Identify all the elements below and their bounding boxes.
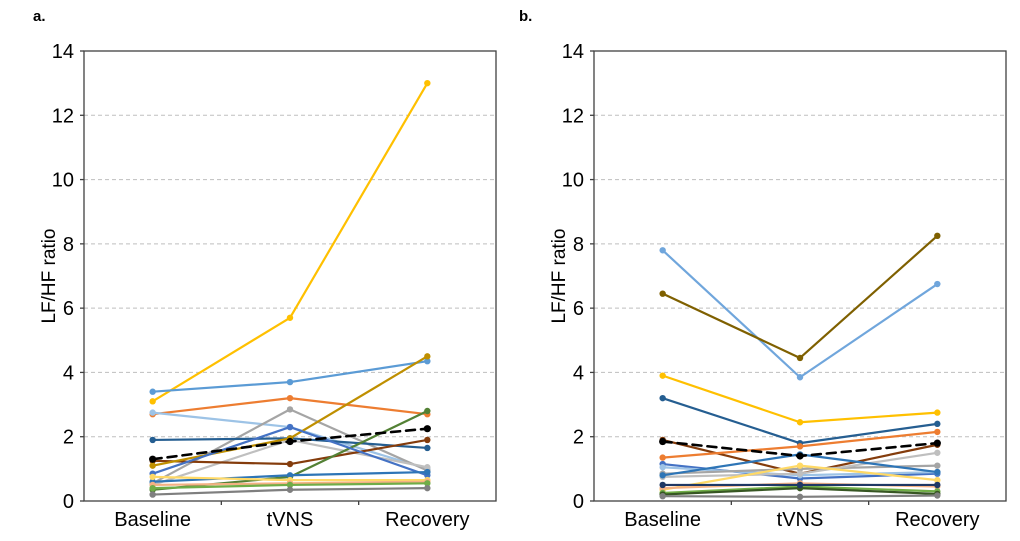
series-line-participant-1 [151,82,429,403]
data-point-participant-1 [286,314,294,321]
data-point-participant-12 [934,476,941,484]
panel-b-label: b. [519,8,533,25]
data-point-mean [149,455,157,463]
data-point-participant-16 [424,484,431,492]
data-point-participant-10 [934,449,941,456]
x-category-label: Recovery [895,509,979,531]
data-point-mean [933,439,941,447]
data-point-participant-4 [659,394,666,402]
data-point-participant-4 [934,420,941,428]
data-point-participant-6 [934,428,941,436]
data-point-participant-12 [796,462,804,469]
data-point-mean [659,437,667,446]
data-point-participant-5 [286,406,294,413]
y-tick-label: 0 [573,491,584,513]
data-point-participant-7 [424,444,431,452]
data-point-participant-15 [286,481,294,489]
panel-b: b. 0 2 4 6 8 10 12 14 Baseline tVNS Recovery LF/HF … [510,0,1020,541]
y-tick-label: 10 [562,170,584,192]
data-point-participant-3 [796,419,804,426]
data-point-participant-12 [286,472,294,479]
y-tick-label: 8 [63,234,74,256]
data-point-participant-1 [934,280,941,288]
y-tick-label: 10 [52,170,74,192]
data-point-participant-2 [934,232,941,240]
y-tick-label: 14 [52,41,74,63]
data-point-participant-16 [934,481,941,489]
data-point-participant-3 [934,409,941,416]
x-category-label: Baseline [114,509,191,531]
data-point-participant-13 [149,473,156,481]
data-point-participant-10 [796,470,804,477]
data-point-participant-11 [659,472,666,479]
panel-a: a. 0 2 4 6 8 10 12 14 Baseline tVNS Recovery LF/HF … [33,8,497,531]
data-point-participant-1 [659,247,666,254]
data-point-participant-17 [934,492,941,499]
data-point-mean [796,452,804,460]
data-point-participant-6 [659,454,666,461]
data-point-participant-2 [424,357,431,365]
y-tick-label: 12 [52,105,74,127]
data-point-participant-16 [286,486,294,493]
data-point-participant-9 [934,462,941,469]
data-point-participant-2 [286,378,294,386]
data-point-participant-6 [424,464,431,471]
data-point-participant-1 [149,398,156,405]
data-point-participant-9 [149,462,156,469]
y-axis-title: LF/HF ratio [39,228,60,323]
data-point-participant-2 [796,354,804,362]
data-point-participant-3 [286,394,294,402]
x-category-label: tVNS [777,509,824,531]
data-point-participant-7 [149,436,156,444]
data-point-participant-11 [286,423,294,431]
y-tick-label: 6 [573,298,584,320]
y-tick-label: 14 [562,41,584,63]
y-tick-label: 0 [63,491,74,513]
plot-border [593,50,1007,502]
data-point-mean [286,437,294,446]
data-point-participant-9 [424,353,431,360]
data-point-participant-12 [424,468,431,476]
data-point-participant-8 [286,460,294,468]
y-tick-label: 12 [562,105,584,127]
data-point-participant-8 [424,436,431,444]
data-point-participant-6 [796,443,804,450]
x-category-label: Baseline [624,509,701,531]
y-tick-label: 6 [63,298,74,320]
data-point-participant-1 [424,79,431,87]
y-axis-title: LF/HF ratio [549,228,570,323]
data-point-participant-15 [424,480,431,487]
data-point-participant-15 [149,484,156,492]
data-point-participant-2 [659,290,666,297]
chart-panel-b: 0 2 4 6 8 10 12 14 Baseline tVNS Recovery LF/HF rat… [549,41,1007,531]
data-point-participant-4 [149,409,156,416]
data-point-participant-16 [796,481,804,489]
data-point-participant-17 [659,492,666,500]
data-point-participant-16 [149,491,156,498]
data-point-participant-10 [424,407,431,415]
y-tick-label: 4 [573,362,584,384]
data-point-mean [423,425,431,433]
y-tick-label: 2 [63,427,74,449]
data-point-participant-2 [149,388,156,395]
y-tick-label: 4 [63,362,74,384]
series-line-participant-3 [661,374,939,424]
data-point-participant-11 [934,468,941,476]
y-tick-label: 2 [573,427,584,449]
y-tick-label: 8 [573,234,584,256]
data-point-participant-3 [659,372,666,379]
series-line-participant-2 [661,234,939,360]
x-category-label: tVNS [267,509,314,531]
data-point-participant-8 [659,464,666,471]
plot-border [83,50,497,502]
panel-a-label: a. [33,8,46,25]
data-point-participant-17 [796,493,804,501]
data-point-participant-1 [796,374,804,381]
data-point-participant-16 [659,481,666,489]
chart-panel-a: 0 2 4 6 8 10 12 14 Baseline tVNS Recovery LF/HF rat… [39,41,497,531]
x-category-label: Recovery [385,509,469,531]
